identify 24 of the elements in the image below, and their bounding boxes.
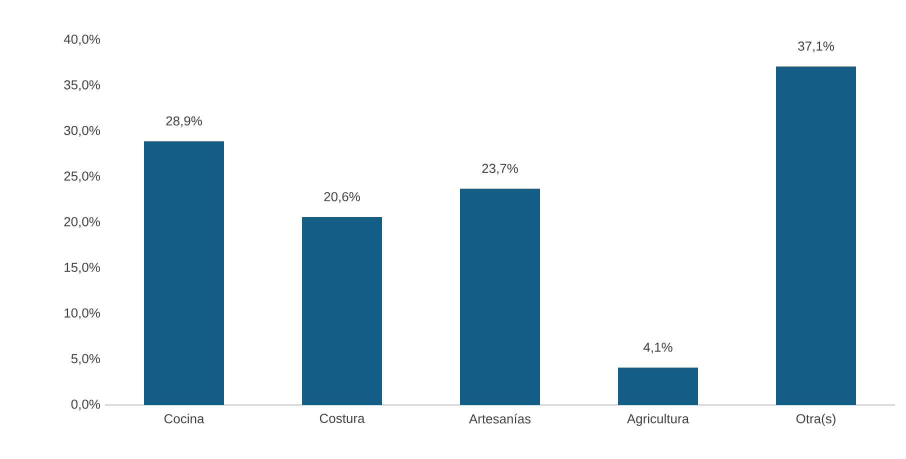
data-label: 20,6% xyxy=(324,192,360,203)
data-label: 4,1% xyxy=(643,342,672,354)
x-tick-label: Costura xyxy=(320,414,365,424)
y-tick-label: 25,0% xyxy=(64,172,100,182)
y-tick-label: 15,0% xyxy=(64,262,100,274)
y-tick-label: 5,0% xyxy=(71,354,100,365)
x-tick-label: Agricultura xyxy=(626,414,690,426)
data-label: 37,1% xyxy=(798,42,834,52)
data-label: 23,7% xyxy=(482,164,518,175)
y-tick-label: 40,0% xyxy=(64,34,100,46)
bar xyxy=(460,188,540,405)
y-tick-label: 0,0% xyxy=(71,400,100,410)
bar xyxy=(144,141,224,405)
x-tick-label: Cocina xyxy=(164,414,204,424)
y-tick-label: 20,0% xyxy=(64,217,100,228)
y-tick-label: 35,0% xyxy=(64,80,100,91)
y-tick-label: 30,0% xyxy=(64,126,100,137)
bar xyxy=(776,66,856,405)
bar xyxy=(618,368,698,405)
data-label: 28,9% xyxy=(166,116,202,128)
y-tick-label: 10,0% xyxy=(64,308,100,320)
x-tick-label: Artesanías xyxy=(468,414,531,424)
bar xyxy=(302,217,382,405)
x-tick-label: Otra(s) xyxy=(796,414,836,426)
